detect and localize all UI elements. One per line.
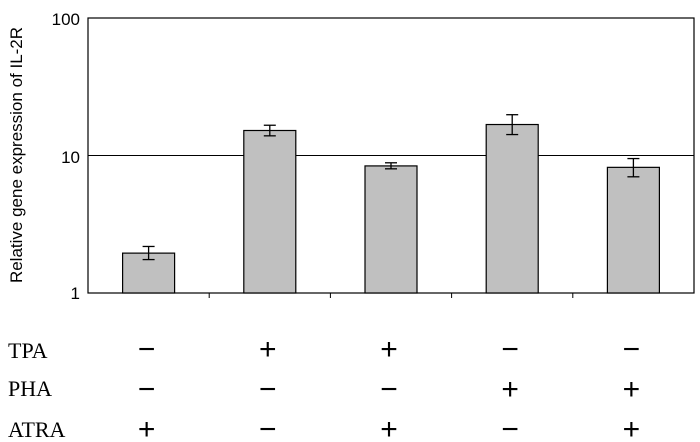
row-label-tpa: TPA bbox=[8, 338, 48, 363]
y-axis-tick-labels: 1 10 100 bbox=[52, 10, 80, 303]
condition-pha-2: − bbox=[259, 373, 277, 406]
condition-atra-5: + bbox=[623, 413, 641, 442]
y-axis-label: Relative gene expression of IL-2R bbox=[7, 27, 26, 283]
condition-pha-1: − bbox=[138, 373, 156, 406]
error-bar-5 bbox=[627, 157, 640, 178]
condition-tpa-3: + bbox=[380, 333, 398, 366]
condition-pha-5: + bbox=[623, 373, 641, 406]
error-bar-2 bbox=[263, 124, 276, 137]
error-bar-4 bbox=[506, 114, 519, 136]
condition-pha-3: − bbox=[380, 373, 398, 406]
bar-5 bbox=[606, 166, 661, 294]
y-tick-label-10: 10 bbox=[61, 148, 80, 167]
condition-tpa-4: − bbox=[501, 333, 519, 366]
bar-2 bbox=[243, 129, 297, 294]
row-label-pha: PHA bbox=[8, 376, 52, 401]
condition-atra-2: − bbox=[259, 413, 277, 442]
condition-table: TPA PHA ATRA − + + − − − − − + + + − + − + bbox=[8, 333, 640, 442]
x-axis-ticks bbox=[208, 293, 574, 298]
y-tick-label-1: 1 bbox=[71, 284, 80, 303]
bar-3 bbox=[364, 165, 418, 294]
bar-4 bbox=[485, 123, 539, 294]
error-bar-1 bbox=[142, 245, 155, 261]
error-bar-3 bbox=[385, 162, 397, 170]
bars bbox=[121, 123, 661, 294]
condition-tpa-5: − bbox=[623, 333, 641, 366]
condition-atra-4: − bbox=[501, 413, 519, 442]
condition-tpa-1: − bbox=[138, 333, 156, 366]
y-tick-label-100: 100 bbox=[52, 10, 80, 29]
error-bars bbox=[142, 114, 640, 261]
condition-tpa-2: + bbox=[259, 333, 277, 366]
row-label-atra: ATRA bbox=[8, 417, 66, 442]
condition-pha-4: + bbox=[501, 373, 519, 406]
condition-atra-1: + bbox=[138, 413, 156, 442]
condition-atra-3: + bbox=[380, 413, 398, 442]
